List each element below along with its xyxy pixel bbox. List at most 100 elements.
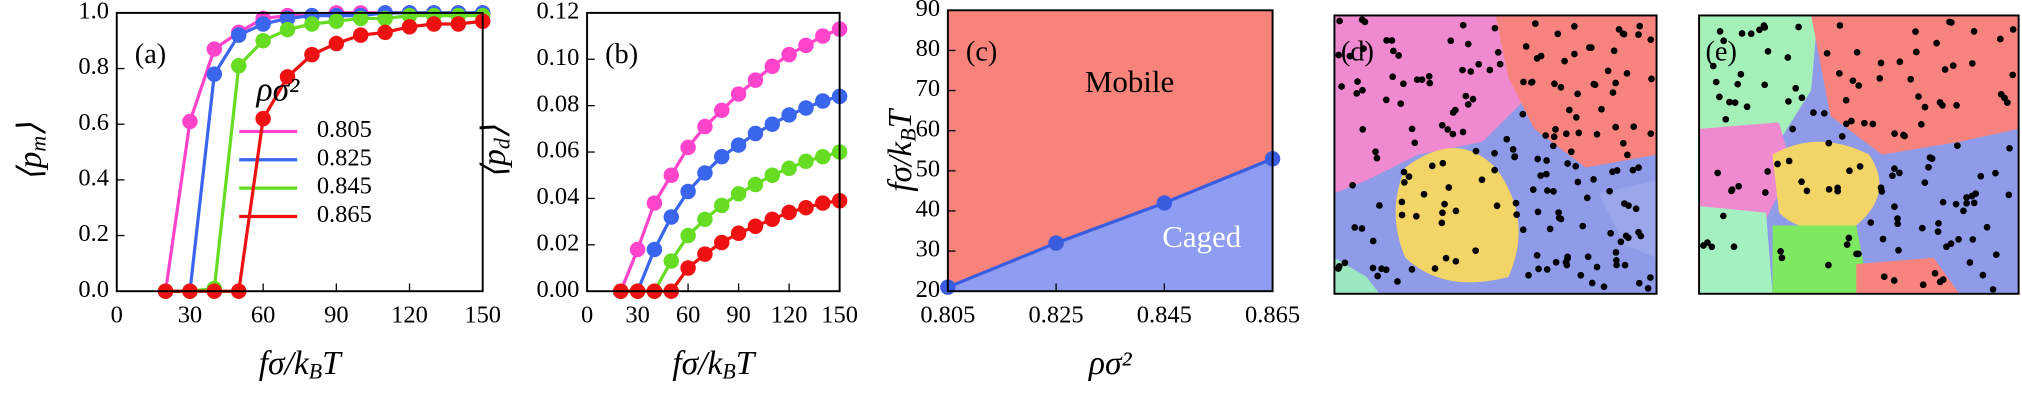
particle xyxy=(1954,142,1961,150)
particle xyxy=(1792,84,1800,92)
particle xyxy=(1977,172,1985,180)
particle xyxy=(1397,100,1405,108)
particle xyxy=(1647,274,1654,281)
particle xyxy=(1531,20,1539,27)
particle xyxy=(1935,219,1942,227)
particle xyxy=(1438,219,1446,227)
particle xyxy=(1336,17,1343,25)
x-tick-label: 60 xyxy=(251,302,275,329)
particle xyxy=(1823,49,1831,57)
particle xyxy=(1428,162,1436,170)
point xyxy=(714,234,730,251)
particle xyxy=(1756,26,1763,34)
plot-frame xyxy=(946,9,1274,293)
point xyxy=(815,195,831,211)
particle xyxy=(1946,18,1953,26)
particle xyxy=(1795,23,1802,31)
particle xyxy=(1635,228,1642,236)
axis-label-part: ⟨p xyxy=(476,149,513,179)
particle xyxy=(1635,31,1642,38)
particle xyxy=(1970,199,1978,207)
x-tick-label: 90 xyxy=(324,302,348,329)
particle xyxy=(1889,172,1896,180)
particle xyxy=(1622,232,1630,240)
particle xyxy=(1564,160,1571,167)
particle xyxy=(1853,48,1861,56)
particle xyxy=(1810,109,1817,116)
particle xyxy=(1992,169,1999,177)
particle xyxy=(1408,125,1416,133)
axis-label-part: m xyxy=(26,136,51,152)
particle xyxy=(1561,57,1568,65)
particle xyxy=(1917,120,1925,128)
point xyxy=(798,153,814,170)
y-tick-label: 0.8 xyxy=(78,53,109,80)
x-tick-label: 150 xyxy=(821,302,858,329)
particle xyxy=(1825,185,1833,193)
point xyxy=(279,69,296,85)
particle xyxy=(1979,271,1987,279)
particle xyxy=(1383,37,1390,44)
point xyxy=(182,113,198,130)
particle xyxy=(1390,47,1397,55)
particle xyxy=(1459,128,1467,136)
particle xyxy=(1969,236,1977,243)
particle xyxy=(1970,28,1978,35)
particle xyxy=(1891,130,1898,137)
point xyxy=(747,176,764,193)
axis-label-part: fσ/k xyxy=(259,345,310,382)
axis-label-part: B xyxy=(722,359,735,384)
particle xyxy=(1619,139,1627,147)
panel-label: (b) xyxy=(605,39,638,70)
particle xyxy=(1624,151,1631,159)
particle xyxy=(1891,165,1898,172)
particle xyxy=(1879,235,1887,243)
particle xyxy=(1820,109,1828,117)
particle xyxy=(1369,237,1377,245)
particle xyxy=(1730,243,1738,251)
particle xyxy=(1590,176,1597,183)
particle xyxy=(1843,241,1851,248)
particle xyxy=(1588,279,1596,287)
particle xyxy=(1464,40,1472,48)
point xyxy=(764,58,781,74)
point xyxy=(764,116,781,132)
particle xyxy=(2006,144,2013,152)
particle xyxy=(1373,154,1381,162)
particle xyxy=(1472,147,1480,155)
annotation: Caged xyxy=(1162,219,1242,254)
frame xyxy=(1333,14,1658,295)
particle xyxy=(1953,102,1960,109)
particle xyxy=(1963,194,1970,201)
particle xyxy=(1896,169,1903,177)
point xyxy=(680,260,696,276)
point xyxy=(279,21,296,38)
particle xyxy=(1400,80,1407,88)
y-tick-label: 0.04 xyxy=(537,183,580,210)
y-tick-label: 40 xyxy=(916,196,940,223)
particle xyxy=(1933,39,1940,47)
particle xyxy=(1374,272,1382,280)
point xyxy=(815,28,831,44)
x-tick-label: 0 xyxy=(111,302,123,329)
particle xyxy=(1519,226,1527,234)
particle xyxy=(1635,164,1642,171)
y-tick-label: 0.6 xyxy=(78,109,109,136)
particle xyxy=(1928,155,1936,162)
particle xyxy=(1789,125,1796,133)
particle xyxy=(1743,103,1751,111)
particle xyxy=(1621,200,1628,207)
particle xyxy=(1966,259,1974,266)
particle xyxy=(1728,187,1735,195)
particle xyxy=(1413,76,1421,84)
particle xyxy=(1963,199,1970,207)
particle xyxy=(1647,36,1655,44)
particle xyxy=(1876,75,1884,82)
axis-label-part: T xyxy=(881,107,918,128)
particle xyxy=(1534,208,1542,216)
particle xyxy=(1464,101,1472,108)
particle xyxy=(1798,94,1806,102)
point xyxy=(328,35,345,52)
particle xyxy=(1912,28,1919,35)
